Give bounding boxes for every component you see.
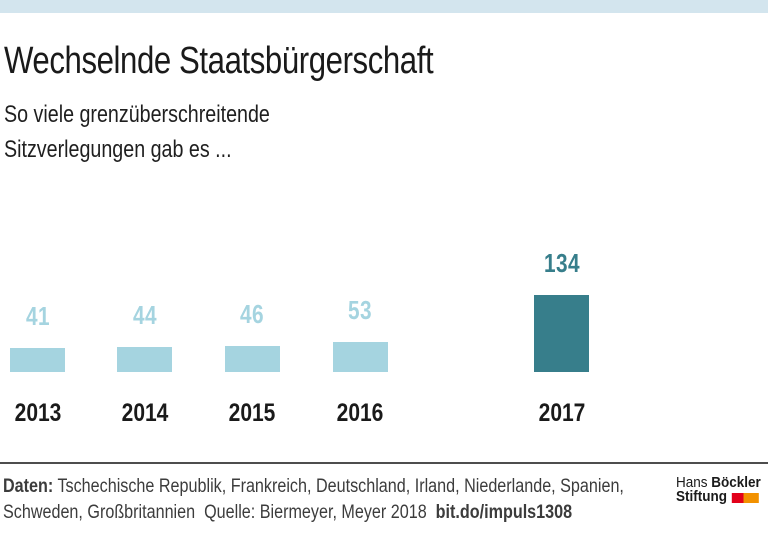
chart-subtitle: So viele grenzüberschreitende Sitzverleg… <box>4 97 270 167</box>
logo-stiftung-text: Stiftung <box>676 488 727 505</box>
bar <box>224 346 280 372</box>
bar <box>534 295 589 372</box>
logo-line-1: Hans Böckler <box>676 474 761 491</box>
daten-label: Daten: <box>3 476 54 497</box>
bar <box>10 348 65 372</box>
hans-boeckler-stiftung-logo: Hans Böckler Stiftung <box>676 474 768 505</box>
bar-year-label: 2015 <box>228 399 276 427</box>
bar-year-label: 2016 <box>336 399 384 427</box>
bar-value-label: 41 <box>25 301 50 331</box>
chart-subtitle-line-2: Sitzverlegungen gab es ... <box>4 136 232 163</box>
logo-orange-square-icon <box>743 493 759 503</box>
bar-year-label: 2014 <box>121 399 168 427</box>
top-accent-band <box>0 0 768 13</box>
logo-hans-text: Hans <box>676 474 712 491</box>
bar-value-label: 134 <box>543 248 580 278</box>
bar-year-label: 2017 <box>538 399 585 427</box>
bar-value-label: 44 <box>132 300 157 330</box>
footer-source-text: Daten: Tschechische Republik, Frankreich… <box>3 474 624 526</box>
bar-group-2015: 46 2015 <box>224 299 280 427</box>
bar-group-2017: 134 2017 <box>534 248 589 427</box>
bar-group-2016: 53 2016 <box>332 295 388 427</box>
bar-chart: 41 2013 44 2014 46 2015 53 2016 134 2017 <box>0 180 768 440</box>
logo-line-2: Stiftung <box>676 488 759 505</box>
chart-subtitle-line-1: So viele grenzüberschreitende <box>4 101 270 128</box>
quelle-text: Schweden, Großbritannien Quelle: Biermey… <box>3 502 436 523</box>
bar-value-label: 46 <box>240 299 264 329</box>
footer-line-2: Schweden, Großbritannien Quelle: Biermey… <box>3 500 624 526</box>
logo-red-square-icon <box>731 493 744 503</box>
bar-year-label: 2013 <box>14 399 61 427</box>
bar <box>117 347 172 372</box>
bar-group-2014: 44 2014 <box>117 300 172 427</box>
footer-line-1: Daten: Tschechische Republik, Frankreich… <box>3 474 624 500</box>
bar-group-2013: 41 2013 <box>10 301 65 427</box>
daten-countries: Tschechische Republik, Frankreich, Deuts… <box>53 476 624 497</box>
logo-boeckler-text: Böckler <box>711 474 761 491</box>
page-title: Wechselnde Staatsbürgerschaft <box>4 40 434 82</box>
source-link[interactable]: bit.do/impuls1308 <box>435 502 573 523</box>
bar <box>332 342 388 372</box>
footer-divider-line <box>0 462 768 464</box>
bar-value-label: 53 <box>348 295 372 325</box>
